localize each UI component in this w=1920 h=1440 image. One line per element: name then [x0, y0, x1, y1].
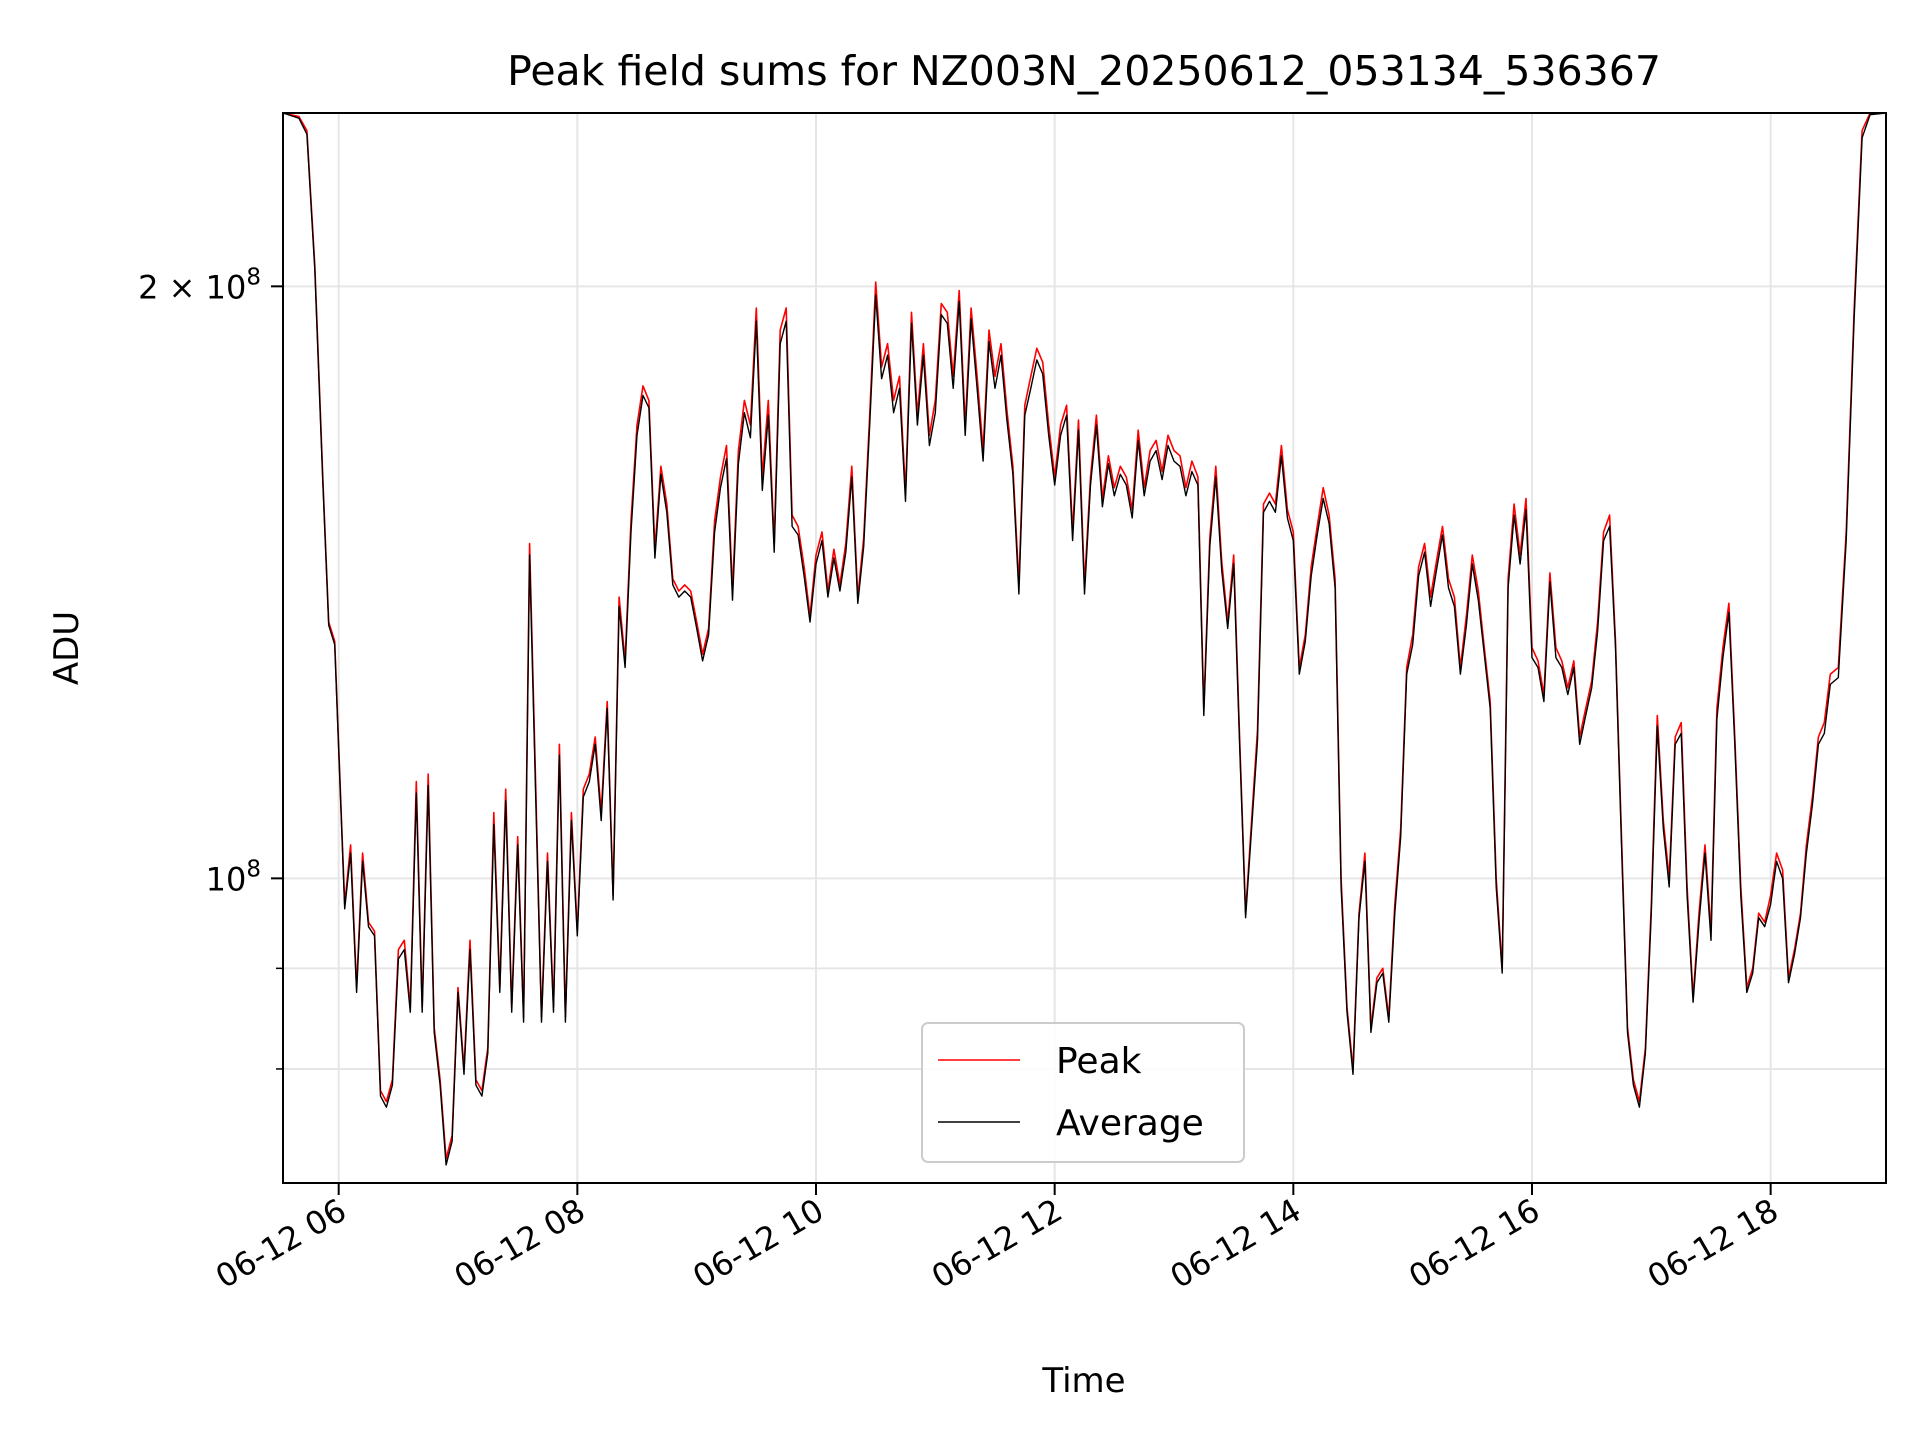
- plot-frame: [282, 112, 1887, 1184]
- x-tick-label: 06-12 16: [1402, 1191, 1546, 1296]
- chart-title: Peak field sums for NZ003N_20250612_0531…: [507, 47, 1661, 95]
- series-line-average: [282, 112, 1887, 1166]
- y-tick-label: 2 × 108: [138, 264, 261, 306]
- y-axis-ticks: 108 2 × 108: [138, 264, 283, 1070]
- y-axis-label: ADU: [47, 611, 87, 685]
- legend-label-peak: Peak: [1056, 1041, 1142, 1082]
- x-tick-label: 06-12 12: [925, 1191, 1069, 1296]
- x-tick-label: 06-12 18: [1641, 1191, 1785, 1296]
- x-tick-label: 06-12 08: [448, 1191, 592, 1296]
- series-layer: [282, 112, 1887, 1166]
- legend-box: [921, 1022, 1245, 1163]
- x-axis-ticks: 06-12 06 06-12 08 06-12 10 06-12 12 06-12 14…: [209, 1183, 1785, 1296]
- legend-label-average: Average: [1056, 1103, 1204, 1144]
- x-tick-label: 06-12 10: [686, 1191, 830, 1296]
- x-tick-label: 06-12 14: [1164, 1191, 1308, 1296]
- y-tick-label: 108: [206, 856, 261, 898]
- legend: Peak Average: [921, 1022, 1245, 1163]
- x-axis-label: Time: [1041, 1361, 1125, 1401]
- x-tick-label: 06-12 06: [209, 1191, 353, 1296]
